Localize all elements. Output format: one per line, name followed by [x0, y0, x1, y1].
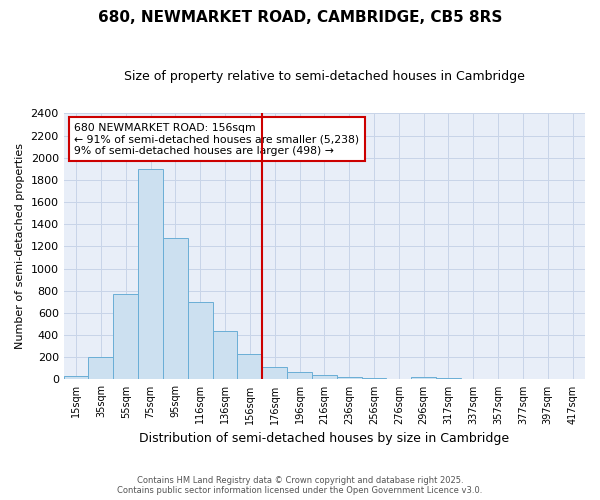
Bar — [337, 376, 362, 380]
Text: Contains HM Land Registry data © Crown copyright and database right 2025.
Contai: Contains HM Land Registry data © Crown c… — [118, 476, 482, 495]
Y-axis label: Number of semi-detached properties: Number of semi-detached properties — [15, 144, 25, 350]
Bar — [138, 169, 163, 380]
Bar — [262, 367, 287, 380]
Bar — [88, 358, 113, 380]
Bar — [362, 378, 386, 380]
Bar — [411, 376, 436, 380]
X-axis label: Distribution of semi-detached houses by size in Cambridge: Distribution of semi-detached houses by … — [139, 432, 509, 445]
Bar — [461, 379, 485, 380]
Bar — [485, 379, 511, 380]
Bar — [312, 375, 337, 380]
Bar — [287, 372, 312, 380]
Bar — [113, 294, 138, 380]
Bar — [163, 238, 188, 380]
Bar — [212, 330, 238, 380]
Bar — [238, 354, 262, 380]
Text: 680 NEWMARKET ROAD: 156sqm
← 91% of semi-detached houses are smaller (5,238)
9% : 680 NEWMARKET ROAD: 156sqm ← 91% of semi… — [74, 122, 359, 156]
Bar — [436, 378, 461, 380]
Text: 680, NEWMARKET ROAD, CAMBRIDGE, CB5 8RS: 680, NEWMARKET ROAD, CAMBRIDGE, CB5 8RS — [98, 10, 502, 25]
Bar — [188, 302, 212, 380]
Title: Size of property relative to semi-detached houses in Cambridge: Size of property relative to semi-detach… — [124, 70, 525, 83]
Bar — [64, 376, 88, 380]
